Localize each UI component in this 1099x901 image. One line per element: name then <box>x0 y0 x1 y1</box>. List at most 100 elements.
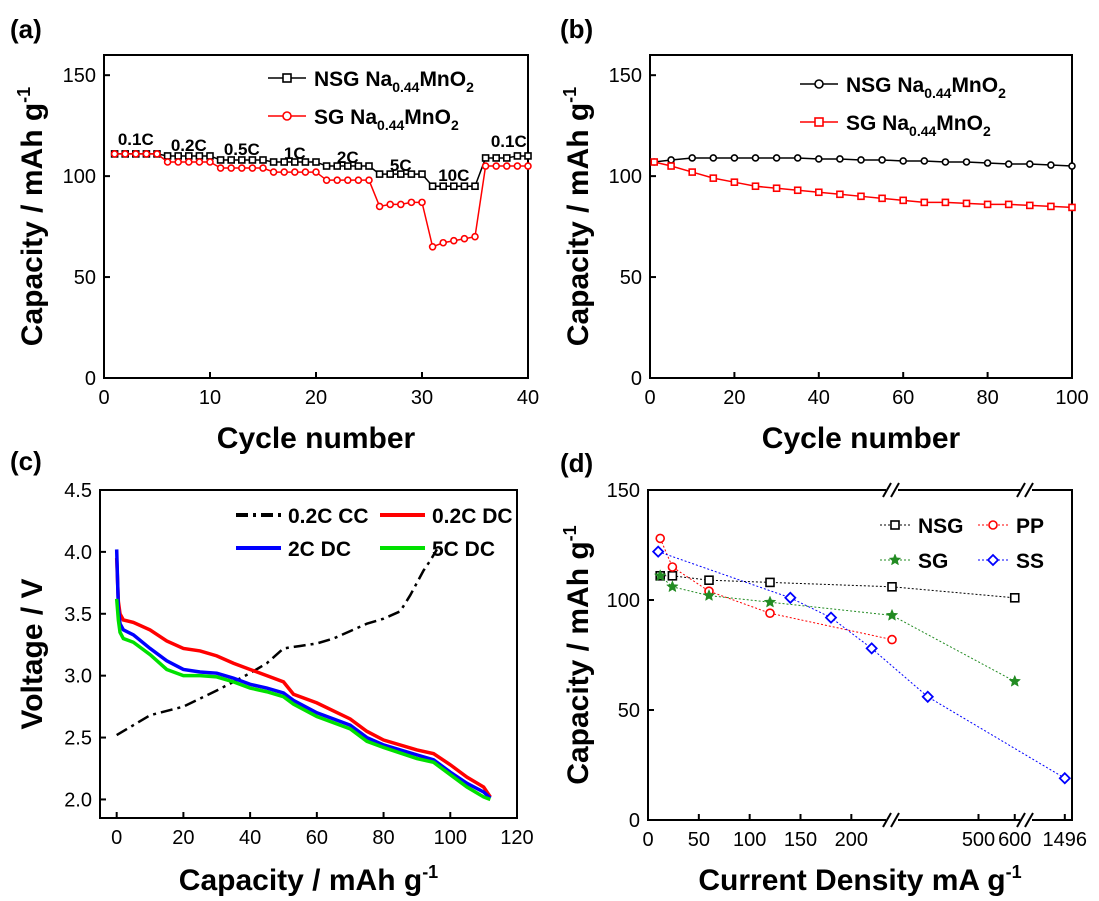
panel-a-series-0-point <box>301 158 310 166</box>
panel-a-rate-label: 5C <box>390 156 412 175</box>
panel-d-series-3-point <box>651 545 665 558</box>
panel-a-series-1-point <box>216 164 225 172</box>
panel-a-series-1-point <box>375 202 384 211</box>
panel-b-series-0-point <box>751 154 760 162</box>
panel-c-series-2-line <box>114 549 492 800</box>
panel-a-series-1-point <box>502 162 511 170</box>
panel-a-series-1-point <box>312 168 320 176</box>
panel-b-series-0-point <box>983 159 992 167</box>
panel-a-series-0-point <box>333 162 342 170</box>
panel-c-xtick-label: 20 <box>172 827 194 849</box>
panel-b-series-1-point <box>730 178 739 186</box>
panel-b-ytick-label: 50 <box>620 267 642 289</box>
panel-a-series-0-point <box>460 182 469 191</box>
panel-a-series-0-line <box>114 153 528 187</box>
panel-b-series-0-point <box>1068 162 1076 170</box>
panel-d-series-1-point <box>887 634 897 645</box>
panel-d-break-mark-top <box>1024 482 1034 498</box>
panel-a-series-0-legend-text-sub2: 2 <box>466 79 474 95</box>
panel-a-series-1-point <box>524 162 532 170</box>
panel-b-series-1-point <box>751 182 760 191</box>
panel-b-series-1-point <box>962 199 971 208</box>
panel-c-xlabel-sup: -1 <box>422 862 438 882</box>
panel-c-xtick-label: 0 <box>111 827 122 849</box>
panel-a-series-1-point <box>460 234 469 243</box>
panel-b-series-0-point <box>836 155 844 163</box>
panel-a-rate-label: 0.1C <box>491 132 527 151</box>
panel-a-series-1-point <box>195 158 204 166</box>
panel-a-series-1-point <box>481 162 490 170</box>
panel-a-series-1-legend-label: SG Na0.44MnO2 <box>314 106 459 133</box>
panel-a-series-1-point <box>365 176 373 184</box>
panel-a-series-1-point <box>343 176 352 184</box>
panel-a-series-0-point <box>290 158 299 166</box>
panel-a-series-1-point <box>121 150 129 158</box>
panel-b-series-0-legend-marker <box>814 79 824 89</box>
panel-a-rate-label: 1C <box>284 144 306 163</box>
panel-c-series-3-legend-label: 5C DC <box>432 538 495 561</box>
panel-d-series-2-point <box>1008 674 1022 687</box>
panel-b-series-0-point <box>730 154 739 162</box>
panel-a-series-1-point <box>269 168 278 176</box>
panel-c-frame <box>99 489 518 819</box>
panel-d-series-0-point <box>887 581 897 592</box>
panel-a-series-0-point <box>248 156 257 164</box>
panel-a-series-0-point <box>312 158 320 166</box>
panel-label-d: (d) <box>560 448 593 478</box>
panel-c-series-3-line <box>114 598 491 802</box>
panel-a-series-1-point <box>142 150 151 158</box>
panel-a-rate-label: 0.5C <box>224 140 260 159</box>
panel-a-series-1-point <box>174 158 182 166</box>
panel-d-series-2-point <box>653 569 667 582</box>
panel-c-series-0-legend-label: 0.2C CC <box>288 505 369 528</box>
panel-b-series-0-point <box>962 158 971 166</box>
panel-b-ylabel: Capacity / mAh g-1 <box>560 87 595 346</box>
panel-a-series-1-point <box>322 176 331 184</box>
panel-a-series-0-point <box>513 152 522 160</box>
panel-d-xtick-label: 600 <box>998 829 1031 851</box>
panel-a-series-0-legend-text-b: MnO <box>419 68 466 91</box>
panel-a-series-1-point <box>428 242 437 251</box>
panel-a-rate-label: 10C <box>438 166 469 185</box>
panel-a-series-0-point <box>375 170 384 178</box>
panel-b-series-0-point <box>899 157 908 165</box>
panel-a-series-1-point <box>185 158 193 166</box>
panel-a-rate-label: 2C <box>337 148 359 167</box>
panel-b-series-0-legend-text-sub: 0.44 <box>924 85 951 101</box>
panel-a-series-1-legend-text-sub2: 2 <box>451 117 459 133</box>
panel-a-series-0-point <box>280 158 289 166</box>
panel-b-series-1-legend-text-sub2: 2 <box>983 123 991 139</box>
panel-d-series-3-point <box>784 591 797 605</box>
panel-a-series-1-legend-text-sub: 0.44 <box>377 117 404 133</box>
panel-a-series-1-point <box>449 236 458 245</box>
panel-a-series-0-point <box>396 170 405 178</box>
panel-b-series-0-point <box>878 156 886 164</box>
panel-d-xtick-label: 0 <box>642 829 653 851</box>
panel-b-series-1-point <box>667 162 675 170</box>
panel-d-series-0-line <box>660 575 1015 599</box>
panel-b-series-0-point <box>1026 160 1034 168</box>
panel-d-xtick-label: 100 <box>733 829 766 851</box>
panel-c-series-1-line <box>114 558 492 798</box>
panel-d-series-3-legend-label: SS <box>1016 550 1044 573</box>
panel-c-series-2-legend-label: 2C DC <box>288 538 351 561</box>
panel-b-xtick-label: 100 <box>1055 387 1088 409</box>
panel-a-series-0-point <box>259 156 267 164</box>
panel-d-break-mark-bottom <box>1016 812 1026 828</box>
panel-a-series-0-point <box>322 162 331 170</box>
panel-a-rate-label: 0.1C <box>118 130 154 149</box>
panel-b-ytick-label: 0 <box>631 368 642 390</box>
panel-a-frame <box>103 54 529 379</box>
panel-c-ytick-label: 4.0 <box>64 542 92 564</box>
panel-b-series-0-legend-text-a: NSG Na <box>846 74 925 97</box>
panel-b-series-0-point <box>667 156 675 164</box>
panel-b-series-1-point <box>1026 201 1034 210</box>
panel-b-series-1-legend-marker <box>814 117 824 127</box>
panel-c-xtick-label: 100 <box>434 827 467 849</box>
panel-c-ytick-label: 4.5 <box>64 480 92 502</box>
panel-a-series-0-point <box>492 154 501 162</box>
panel-d-series-2-point <box>885 608 899 621</box>
panel-a-series-1-point <box>301 168 310 176</box>
panel-d-break-mark-bottom <box>890 812 900 828</box>
panel-a-xtick-label: 30 <box>411 387 433 409</box>
